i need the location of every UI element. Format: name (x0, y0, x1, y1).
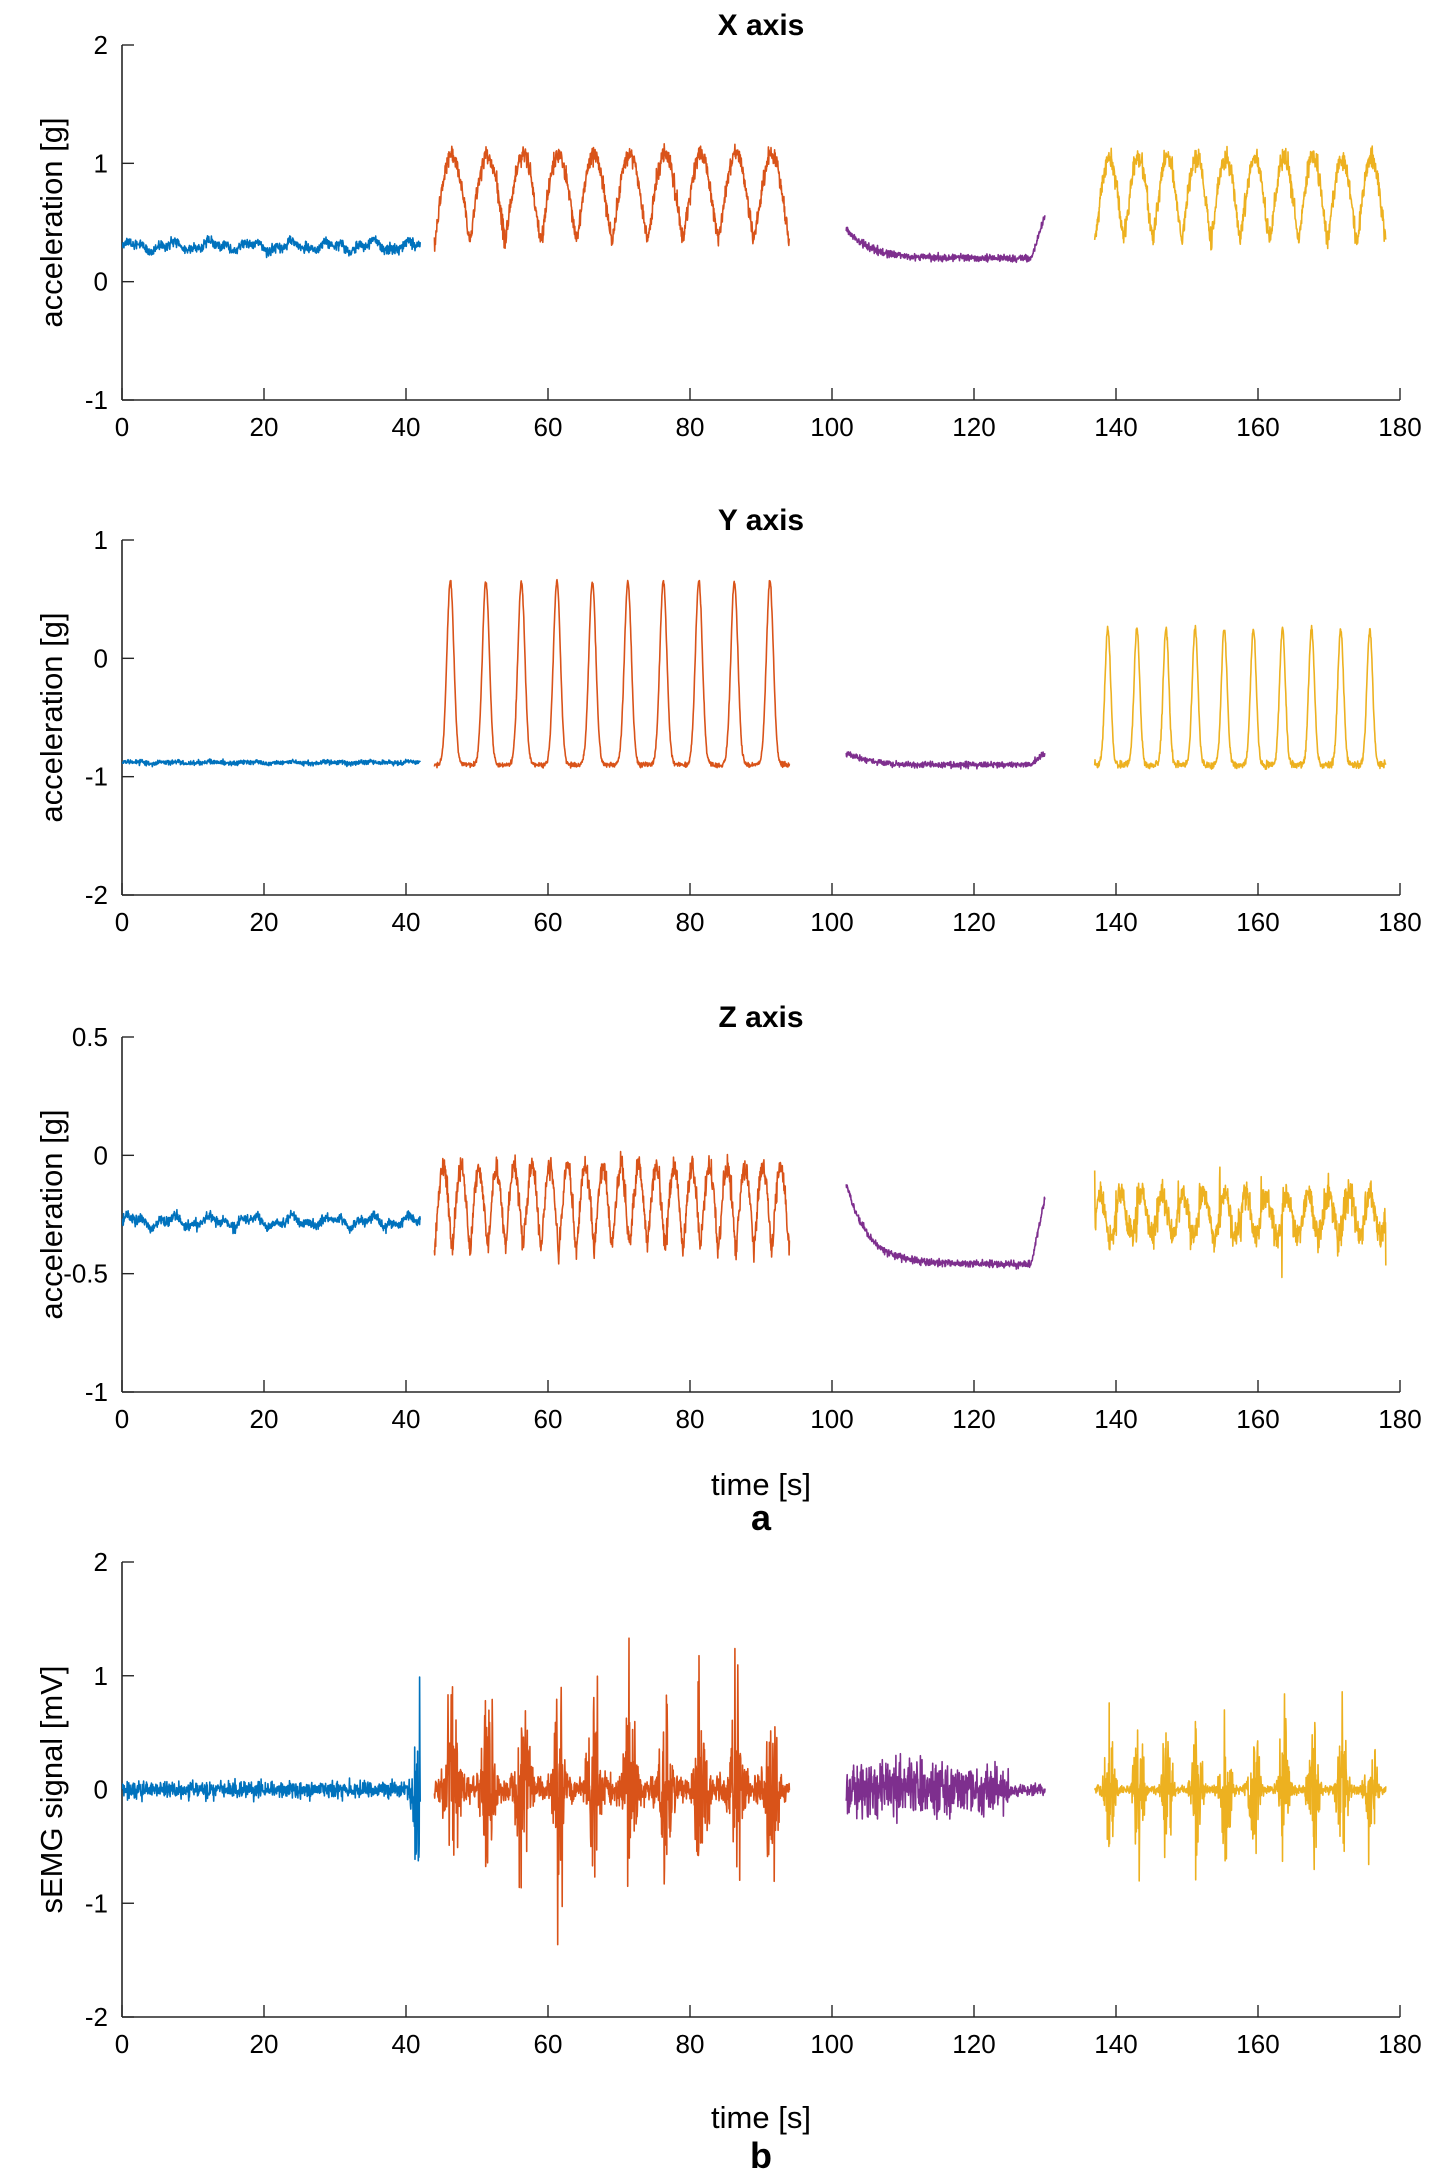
chart-panel-3: 0 20 40 60 80 100 120 140 160 180 -1 -0.5 0 0.5 Z axis… (34, 1001, 1422, 1538)
x-tick-label: 60 (534, 412, 563, 442)
x-tick-label: 60 (534, 907, 563, 937)
x-tick-label: 180 (1378, 2029, 1421, 2059)
chart-panel-2: 0 20 40 60 80 100 120 140 160 180 -2 -1 0 1 Y axis acce… (34, 504, 1422, 937)
y-axis-label: sEMG signal [mV] (34, 1665, 69, 1913)
chart-title: Y axis (718, 504, 804, 537)
y-axis-label: acceleration [g] (34, 1109, 69, 1319)
x-axis-label: time [s] (711, 1467, 811, 1502)
x-tick-label: 140 (1094, 2029, 1137, 2059)
chart-title: X axis (718, 9, 805, 42)
x-tick-label: 20 (250, 412, 279, 442)
series-line-1 (122, 758, 421, 768)
x-tick-label: 20 (250, 907, 279, 937)
series-line-1 (122, 1676, 421, 1862)
y-tick-label: -1 (85, 1888, 108, 1918)
panel-letter: b (750, 2135, 772, 2176)
x-tick-label: 140 (1094, 412, 1137, 442)
series-line-4 (1093, 1691, 1387, 1882)
x-tick-label: 160 (1236, 1404, 1279, 1434)
y-tick-label: 0.5 (72, 1022, 108, 1052)
x-tick-label: 140 (1094, 907, 1137, 937)
x-tick-label: 160 (1236, 2029, 1279, 2059)
x-tick-label: 80 (676, 1404, 705, 1434)
x-tick-label: 40 (392, 2029, 421, 2059)
x-tick-label: 120 (952, 2029, 995, 2059)
series-line-2 (433, 1637, 791, 1946)
x-tick-label: 100 (810, 412, 853, 442)
series-line-2 (433, 578, 791, 769)
series-line-1 (122, 1208, 421, 1235)
x-tick-label: 160 (1236, 412, 1279, 442)
series-line-3 (845, 1184, 1046, 1270)
x-tick-label: 40 (392, 907, 421, 937)
y-tick-label: 2 (94, 1547, 108, 1577)
series-line-2 (433, 1150, 791, 1265)
x-tick-label: 0 (115, 2029, 129, 2059)
y-tick-label: 1 (94, 148, 108, 178)
chart-title: Z axis (718, 1001, 803, 1034)
x-tick-label: 100 (810, 907, 853, 937)
y-tick-label: 1 (94, 525, 108, 555)
x-tick-label: 180 (1378, 1404, 1421, 1434)
x-tick-label: 160 (1236, 907, 1279, 937)
y-tick-label: 0 (94, 1775, 108, 1805)
x-tick-label: 20 (250, 2029, 279, 2059)
x-tick-label: 120 (952, 412, 995, 442)
series-line-3 (845, 751, 1046, 770)
x-tick-label: 60 (534, 2029, 563, 2059)
y-tick-label: 1 (94, 1661, 108, 1691)
x-tick-label: 60 (534, 1404, 563, 1434)
x-axis-label: time [s] (711, 2100, 811, 2135)
series-line-4 (1093, 1166, 1387, 1279)
series-line-1 (122, 235, 421, 259)
series-line-3 (845, 215, 1046, 264)
x-tick-label: 140 (1094, 1404, 1137, 1434)
y-tick-label: -1 (85, 1377, 108, 1407)
y-tick-label: -1 (85, 385, 108, 415)
series-line-2 (433, 143, 791, 252)
y-tick-label: 0 (94, 267, 108, 297)
x-tick-label: 80 (676, 412, 705, 442)
x-tick-label: 180 (1378, 412, 1421, 442)
x-tick-label: 40 (392, 412, 421, 442)
x-tick-label: 0 (115, 907, 129, 937)
x-tick-label: 100 (810, 2029, 853, 2059)
y-axis-label: acceleration [g] (34, 612, 69, 822)
y-tick-label: -0.5 (63, 1259, 108, 1289)
x-tick-label: 80 (676, 907, 705, 937)
y-tick-label: -1 (85, 762, 108, 792)
series-line-4 (1093, 624, 1387, 770)
y-tick-label: 0 (94, 643, 108, 673)
y-tick-label: 0 (94, 1140, 108, 1170)
x-tick-label: 0 (115, 1404, 129, 1434)
x-tick-label: 120 (952, 1404, 995, 1434)
series-line-4 (1093, 145, 1387, 251)
x-tick-label: 20 (250, 1404, 279, 1434)
x-tick-label: 40 (392, 1404, 421, 1434)
panel-letter: a (751, 1497, 772, 1538)
x-tick-label: 100 (810, 1404, 853, 1434)
y-axis-label: acceleration [g] (34, 117, 69, 327)
chart-panel-4: 0 20 40 60 80 100 120 140 160 180 -2 -1 0 1 2 sEMG sign… (34, 1547, 1422, 2176)
x-tick-label: 120 (952, 907, 995, 937)
y-tick-label: -2 (85, 2002, 108, 2032)
y-tick-label: 2 (94, 30, 108, 60)
y-tick-label: -2 (85, 880, 108, 910)
x-tick-label: 180 (1378, 907, 1421, 937)
series-line-3 (845, 1752, 1046, 1825)
x-tick-label: 80 (676, 2029, 705, 2059)
x-tick-label: 0 (115, 412, 129, 442)
